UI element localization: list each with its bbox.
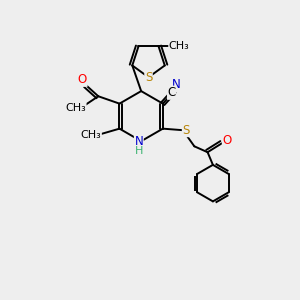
Text: CH₃: CH₃ xyxy=(65,103,86,113)
Text: N: N xyxy=(172,78,181,91)
Text: O: O xyxy=(78,73,87,86)
Text: N: N xyxy=(134,135,143,148)
Text: CH₃: CH₃ xyxy=(81,130,101,140)
Text: C: C xyxy=(167,86,176,99)
Text: O: O xyxy=(222,134,232,147)
Text: S: S xyxy=(182,124,190,136)
Text: H: H xyxy=(135,146,143,156)
Text: CH₃: CH₃ xyxy=(169,41,190,51)
Text: S: S xyxy=(145,71,152,84)
